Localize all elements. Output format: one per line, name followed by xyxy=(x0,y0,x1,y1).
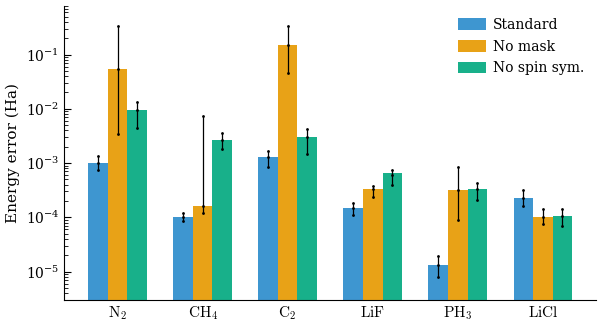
Bar xyxy=(173,217,193,328)
Bar xyxy=(553,216,573,328)
Bar xyxy=(514,198,533,328)
Bar xyxy=(429,265,448,328)
Bar xyxy=(533,217,553,328)
Bar xyxy=(258,157,278,328)
Bar xyxy=(213,140,232,328)
Bar xyxy=(343,208,363,328)
Bar xyxy=(297,137,317,328)
Legend: Standard, No mask, No spin sym.: Standard, No mask, No spin sym. xyxy=(453,12,589,81)
Bar xyxy=(108,69,128,328)
Bar xyxy=(278,45,297,328)
Y-axis label: Energy error (Ha): Energy error (Ha) xyxy=(5,83,20,223)
Bar xyxy=(382,173,402,328)
Bar xyxy=(88,163,108,328)
Bar xyxy=(193,206,213,328)
Bar xyxy=(448,190,468,328)
Bar xyxy=(363,189,382,328)
Bar xyxy=(468,189,487,328)
Bar xyxy=(128,110,147,328)
